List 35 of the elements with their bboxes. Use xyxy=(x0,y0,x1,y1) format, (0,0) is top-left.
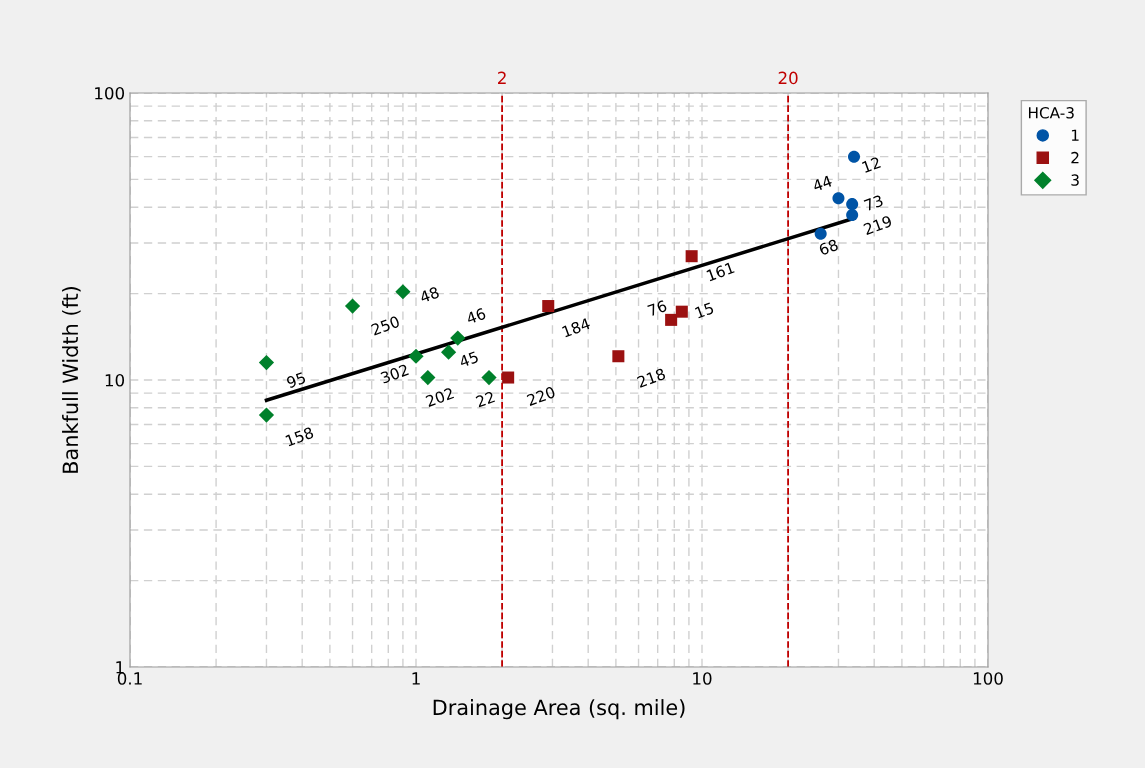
annotation: 45 xyxy=(458,351,479,368)
legend-title: HCA-3 xyxy=(1028,107,1074,119)
annotation: 161 xyxy=(706,261,735,282)
annotation: 48 xyxy=(419,286,440,304)
annotation: 184 xyxy=(561,317,591,338)
annotation: 44 xyxy=(812,175,833,192)
annotation: 12 xyxy=(861,156,881,173)
annotation: 219 xyxy=(863,215,893,236)
annotation: 73 xyxy=(863,194,884,212)
annotation: 68 xyxy=(818,238,839,256)
y-tick-label: 100 xyxy=(95,86,125,100)
annotation: 250 xyxy=(370,315,401,336)
annotation: 76 xyxy=(647,299,668,317)
annotation: 202 xyxy=(425,387,455,408)
annotation: 158 xyxy=(285,426,315,447)
annotation: 218 xyxy=(636,367,666,388)
annotation: 15 xyxy=(694,302,715,319)
x-tick-label: 10 xyxy=(693,672,712,685)
y-tick-label: 1 xyxy=(116,661,124,674)
x-tick-label: 0.1 xyxy=(117,672,142,685)
y-tick-label: 10 xyxy=(105,373,125,387)
legend-label: 2 xyxy=(1071,151,1079,164)
annotation: 22 xyxy=(475,390,496,408)
legend-label: 3 xyxy=(1071,174,1079,186)
x-axis-title: Drainage Area (sq. mile) xyxy=(433,699,685,720)
annotation: 302 xyxy=(380,363,409,384)
ref-line-label: 2 xyxy=(498,71,506,84)
annotation: 220 xyxy=(526,385,556,407)
x-tick-label: 100 xyxy=(973,672,1003,685)
ref-line-label: 20 xyxy=(778,71,798,85)
annotation: 46 xyxy=(465,307,487,325)
annotation: 95 xyxy=(286,371,307,389)
y-axis-title: Bankfull Width (ft) xyxy=(62,286,81,473)
x-tick-label: 1 xyxy=(412,672,420,685)
legend-label: 1 xyxy=(1071,129,1079,141)
